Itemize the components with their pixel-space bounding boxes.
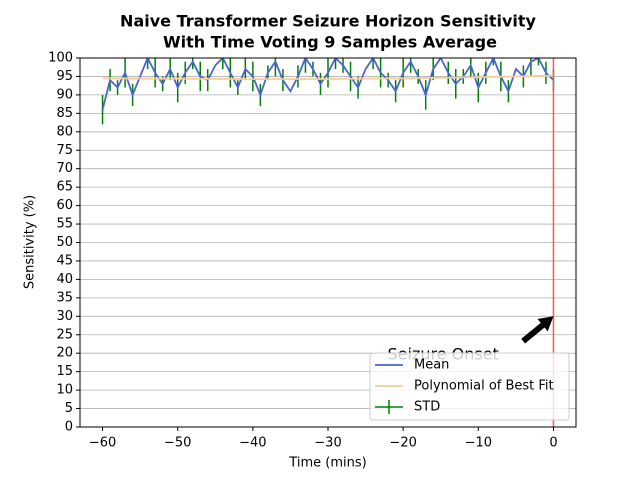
legend-label: Polynomial of Best Fit: [414, 379, 554, 394]
x-tick-label: 0: [549, 436, 557, 451]
y-tick-label: 35: [56, 290, 73, 305]
y-tick-label: 95: [56, 69, 73, 84]
y-tick-label: 100: [48, 51, 73, 66]
legend-box: [369, 352, 570, 421]
y-tick-label: 45: [56, 253, 73, 268]
y-tick-label: 70: [56, 161, 73, 176]
y-axis-label: Sensitivity (%): [23, 195, 38, 289]
y-tick-label: 60: [56, 198, 73, 213]
series-line: [101, 58, 555, 110]
legend: Mean Polynomial of Best Fit STD: [369, 352, 570, 421]
y-tick-label: 40: [56, 272, 73, 287]
x-tick-label: −50: [164, 436, 191, 451]
plot-area: [101, 58, 555, 125]
y-tick-label: 75: [56, 143, 73, 158]
legend-label: Mean: [414, 358, 449, 373]
x-tick-label: −30: [314, 436, 341, 451]
y-tick-label: 5: [65, 401, 73, 416]
x-axis-label: Time (mins): [288, 456, 366, 471]
x-tick-label: −20: [389, 436, 416, 451]
y-tick-label: 90: [56, 87, 73, 102]
y-tick-label: 80: [56, 124, 73, 139]
y-tick-label: 10: [56, 383, 73, 398]
y-tick-label: 0: [65, 420, 73, 435]
y-tick-label: 15: [56, 364, 73, 379]
y-tick-label: 55: [56, 217, 73, 232]
chart-title: Naive Transformer Seizure Horizon Sensit…: [120, 12, 536, 31]
y-tick-label: 30: [56, 309, 73, 324]
chart-subtitle: With Time Voting 9 Samples Average: [163, 33, 497, 52]
annotation-arrow: [521, 316, 554, 344]
axes-frame: [79, 57, 577, 428]
x-tick-label: −10: [465, 436, 492, 451]
x-tick-label: −60: [89, 436, 116, 451]
legend-label: STD: [414, 400, 440, 415]
y-tick-label: 25: [56, 327, 73, 342]
y-tick-label: 20: [56, 346, 73, 361]
x-tick-label: −40: [239, 436, 266, 451]
series-line: [102, 74, 554, 80]
y-tick-label: 85: [56, 106, 73, 121]
y-tick-label: 50: [56, 235, 73, 250]
y-tick-label: 65: [56, 180, 73, 195]
